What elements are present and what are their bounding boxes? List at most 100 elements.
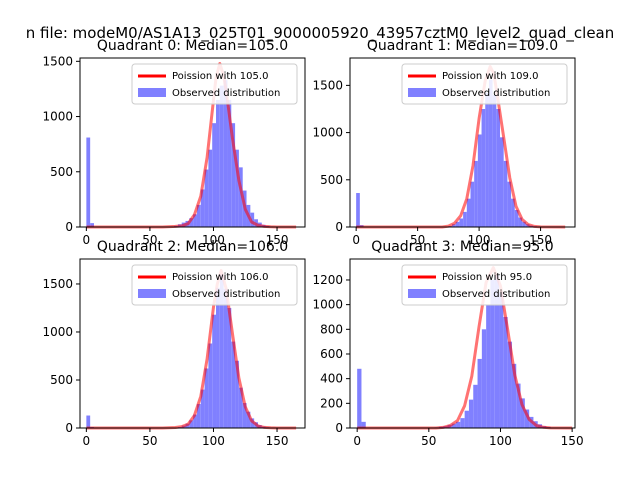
histogram-bar [223, 80, 228, 227]
histogram-bar [242, 403, 247, 428]
histogram-bar [219, 274, 224, 428]
histogram-bar [520, 398, 525, 428]
legend: Poission with 109.0 Observed distribution [401, 63, 568, 105]
legend-label-fit: Poission with 106.0 [172, 272, 268, 283]
histogram-bar [477, 358, 482, 428]
y-tick-label: 1000 [312, 126, 343, 140]
histogram-bar [200, 389, 205, 428]
panel-quadrant-3: 0 50 100 150 0 200 400 600 800 1000 1200 Poission w… [312, 239, 583, 448]
legend: Poission with 105.0 Observed distribution [131, 63, 298, 105]
y-tick-label: 1500 [312, 78, 343, 92]
histogram-bar [522, 221, 526, 227]
x-tick-label: 100 [202, 233, 225, 247]
x-tick-label: 150 [266, 233, 289, 247]
y-tick-label: 500 [50, 373, 73, 387]
histogram-bar [524, 409, 530, 428]
panel-title: Quadrant 0: Median=105.0 [97, 38, 288, 54]
histogram-bar [456, 421, 461, 428]
histogram-bars [356, 79, 537, 228]
histogram-bar [496, 108, 500, 227]
histogram-bar [231, 123, 236, 227]
histogram-bar [481, 329, 487, 428]
histogram-bar [86, 415, 91, 428]
histogram-bar [219, 85, 224, 227]
histogram-bar [503, 160, 508, 227]
legend-label-fit: Poission with 95.0 [442, 272, 532, 283]
panel-title: Quadrant 1: Median=109.0 [367, 38, 558, 54]
histogram-bar [500, 137, 504, 227]
histogram-bar [514, 210, 519, 227]
x-tick-label: 0 [352, 233, 360, 247]
histogram-bar [486, 304, 491, 428]
histogram-bar [238, 387, 243, 428]
y-tick-label: 0 [335, 220, 343, 234]
histogram-bar [246, 411, 251, 428]
x-tick-label: 100 [202, 434, 225, 448]
histogram-bar [490, 279, 495, 428]
histogram-bar [208, 149, 213, 227]
histogram-bar [204, 169, 209, 227]
panel-title: Quadrant 3: Median=95.0 [371, 239, 553, 255]
x-tick-label: 0 [83, 434, 91, 448]
legend-label-hist: Observed distribution [172, 88, 280, 99]
histogram-bar [503, 316, 508, 428]
histogram-bar [356, 193, 360, 227]
histogram-bar [464, 410, 469, 428]
figure-suptitle: n file: modeM0/AS1A13_025T01_9000005920_… [26, 24, 615, 43]
histogram-bar [463, 211, 467, 227]
histogram-bar [196, 204, 201, 227]
x-tick-label: 100 [489, 434, 512, 448]
x-tick-label: 0 [353, 434, 361, 448]
legend-label-hist: Observed distribution [442, 289, 550, 300]
histogram-bar [492, 94, 497, 227]
histogram-bar [223, 288, 228, 428]
y-tick-label: 500 [50, 165, 73, 179]
histogram-bar [452, 224, 456, 227]
histogram-bar [470, 181, 475, 227]
histogram-bar [189, 218, 194, 227]
y-tick-label: 0 [335, 421, 343, 435]
histogram-bar [494, 275, 500, 428]
histogram-bar [193, 214, 197, 227]
legend-box [401, 264, 568, 306]
legend-box [131, 264, 298, 306]
histogram-bar [357, 368, 362, 428]
legend-box [401, 63, 568, 105]
x-tick-label: 150 [529, 233, 552, 247]
legend-label-fit: Poission with 109.0 [442, 71, 538, 82]
histogram-bar [216, 287, 220, 428]
axes-frame [349, 258, 576, 429]
histogram-bar [196, 403, 201, 428]
x-tick-label: 0 [83, 233, 91, 247]
histogram-bar [451, 423, 457, 428]
histogram-bars [86, 274, 274, 428]
x-tick-label: 150 [561, 434, 584, 448]
x-tick-label: 150 [266, 434, 289, 448]
y-tick-label: 1000 [42, 325, 73, 339]
axes-frame [349, 57, 576, 228]
axes-frame [79, 57, 306, 228]
histogram-bar [459, 218, 464, 227]
histogram-bar [189, 420, 194, 428]
histogram-bar [208, 343, 213, 428]
y-tick-label: 0 [65, 220, 73, 234]
histogram-bar [511, 198, 515, 227]
panel-title: Quadrant 2: Median=106.0 [97, 239, 288, 255]
histogram-bar [227, 99, 232, 227]
histogram-bar [250, 212, 255, 227]
histogram-bar [455, 221, 460, 227]
y-tick-label: 1000 [42, 110, 73, 124]
y-tick-label: 1000 [312, 298, 343, 312]
histogram-bar [474, 160, 478, 227]
legend: Poission with 95.0 Observed distribution [401, 264, 568, 306]
legend-label-fit: Poission with 105.0 [172, 71, 268, 82]
histogram-bar [460, 418, 465, 428]
histogram-bar [200, 189, 205, 227]
x-tick-label: 50 [410, 233, 425, 247]
y-tick-label: 200 [320, 396, 343, 410]
axes-frame [79, 258, 306, 429]
legend-label-hist: Observed distribution [172, 289, 280, 300]
